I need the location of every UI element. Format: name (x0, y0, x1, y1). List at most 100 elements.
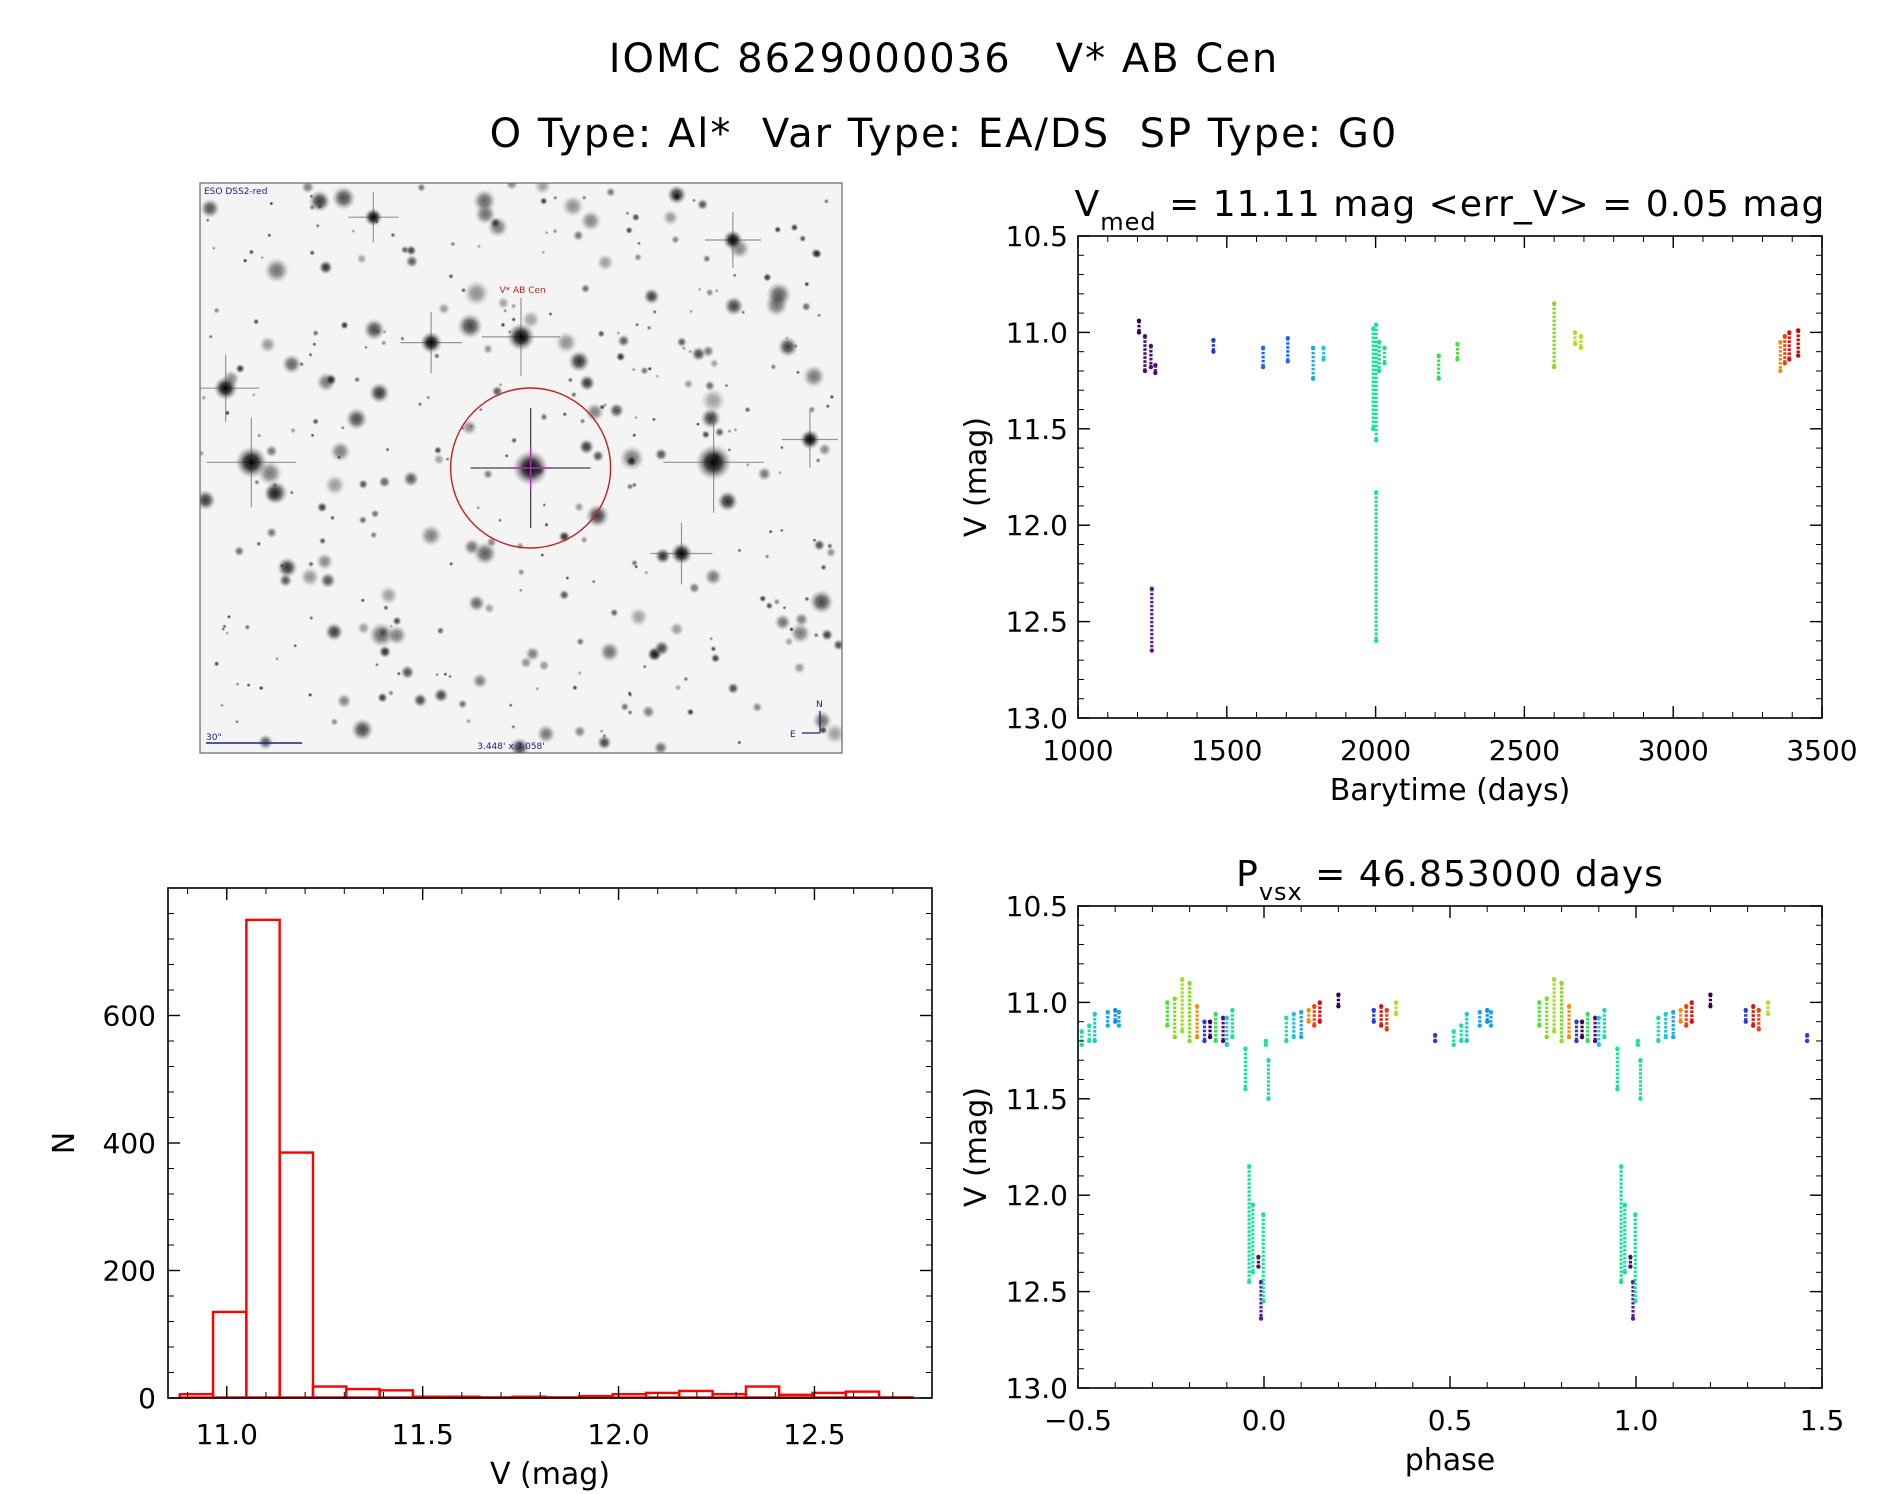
finder-star (201, 395, 207, 401)
ph-panel-point-22-b (1261, 1299, 1266, 1304)
finder-star (331, 185, 356, 211)
ph-panel-point-37-a (1451, 1029, 1456, 1034)
ph-panel-point-15-a (1224, 1015, 1230, 1021)
finder-star (472, 189, 497, 213)
ph-panel-xlabel: phase (1405, 1443, 1496, 1478)
finder-star (445, 457, 450, 462)
finder-star (436, 626, 445, 635)
finder-star (829, 394, 835, 400)
lc-panel-point-15-b (1436, 376, 1441, 381)
finder-star (804, 281, 810, 287)
ph-panel-point-3-a (1105, 1009, 1110, 1015)
finder-star (378, 475, 391, 489)
histogram-frame (167, 887, 933, 1399)
lc-panel-xtick-label-1: 1500 (1191, 734, 1262, 767)
finder-star (461, 419, 478, 436)
ph-panel-point-64-a (1671, 1009, 1676, 1015)
ph-panel-point-66-b (1684, 1023, 1689, 1028)
finder-star (402, 470, 420, 488)
finder-star (378, 645, 392, 659)
finder-star (511, 724, 516, 729)
finder-star (823, 198, 830, 205)
ph-panel-point-52-a (1596, 1015, 1602, 1021)
ph-panel-point-1-a (1086, 1023, 1092, 1028)
lc-panel-ytick-label-0: 10.5 (1006, 220, 1068, 253)
finder-star (383, 604, 389, 611)
finder-star (628, 607, 649, 627)
finder-star (309, 249, 316, 256)
ph-panel-point-64-b (1671, 1034, 1676, 1040)
ph-panel-point-8-b (1179, 1029, 1185, 1034)
finder-star (400, 665, 415, 680)
ph-panel-point-23-a (1263, 1038, 1269, 1044)
finder-star (782, 605, 787, 610)
finder-star (737, 740, 742, 745)
finder-star (697, 287, 702, 292)
ph-panel-point-34-a (1384, 1007, 1389, 1013)
finder-star (443, 672, 448, 677)
ph-panel-point-6-a (1165, 1000, 1170, 1005)
finder-east-label: E (790, 730, 796, 740)
lc-panel-point-9-b (1321, 357, 1326, 362)
lc-panel-point-6-b (1260, 364, 1266, 370)
histogram-xtick-label-3: 12.5 (783, 1418, 845, 1451)
lc-panel-point-3-a (1153, 362, 1158, 368)
lc-panel-point-1-b (1142, 368, 1148, 374)
finder-star (548, 311, 553, 317)
finder-star (567, 377, 574, 383)
finder-star (640, 366, 649, 375)
finder-star (643, 570, 649, 575)
finder-star (653, 640, 670, 657)
ph-panel-point-56-b (1622, 1270, 1628, 1275)
finder-star (813, 632, 819, 638)
finder-star (779, 445, 784, 450)
finder-star (363, 318, 386, 341)
histogram-bar-14 (644, 1391, 681, 1399)
finder-star (552, 228, 558, 234)
finder-star (552, 195, 558, 201)
finder-star (542, 502, 547, 507)
finder-star (717, 490, 739, 512)
finder-star (652, 309, 657, 315)
finder-star (380, 340, 387, 346)
finder-star (591, 449, 605, 463)
finder-star (433, 687, 449, 703)
ph-panel-point-4-a (1113, 1007, 1118, 1013)
ph-panel-point-70-b (1750, 1023, 1756, 1028)
ph-panel-point-10-b (1194, 1034, 1200, 1040)
finder-bright-star (420, 331, 443, 354)
finder-star (579, 418, 586, 424)
finder-star (744, 406, 751, 413)
finder-star (368, 382, 390, 404)
finder-star (312, 329, 320, 337)
phased-lightcurve-panel: Pvsx = 46.853000 days −0.5 0.0 0.5 1.0 1.5 10.… (959, 854, 1844, 1478)
ph-panel-point-57-b (1628, 1264, 1633, 1269)
finder-star (643, 288, 660, 305)
finder-star (617, 334, 631, 348)
finder-bright-star (364, 208, 383, 227)
ph-panel-point-71-b (1756, 1027, 1761, 1032)
finder-star (691, 198, 696, 203)
ph-panel-point-51-b (1592, 1038, 1598, 1044)
ph-panel-point-29-b (1312, 1023, 1317, 1028)
finder-star (765, 281, 792, 308)
ph-panel-title: Pvsx = 46.853000 days (1236, 854, 1664, 906)
finder-star (257, 734, 274, 750)
finder-star (350, 718, 374, 742)
ph-panel-point-17-b (1243, 1086, 1248, 1092)
lc-panel-point-15-a (1436, 353, 1441, 358)
finder-star (605, 187, 616, 198)
finder-star (700, 407, 722, 429)
finder-star (751, 701, 763, 713)
finder-star (265, 444, 278, 458)
ph-panel-point-41-b (1485, 1019, 1490, 1024)
finder-star (832, 639, 842, 651)
finder-star (669, 621, 685, 637)
ph-panel-point-2-b (1092, 1038, 1097, 1044)
lc-panel-point-11-a (1373, 322, 1379, 327)
finder-star (745, 462, 751, 468)
ph-panel-point-53-a (1602, 1007, 1607, 1013)
finder-star (815, 457, 821, 464)
finder-star (635, 322, 640, 327)
